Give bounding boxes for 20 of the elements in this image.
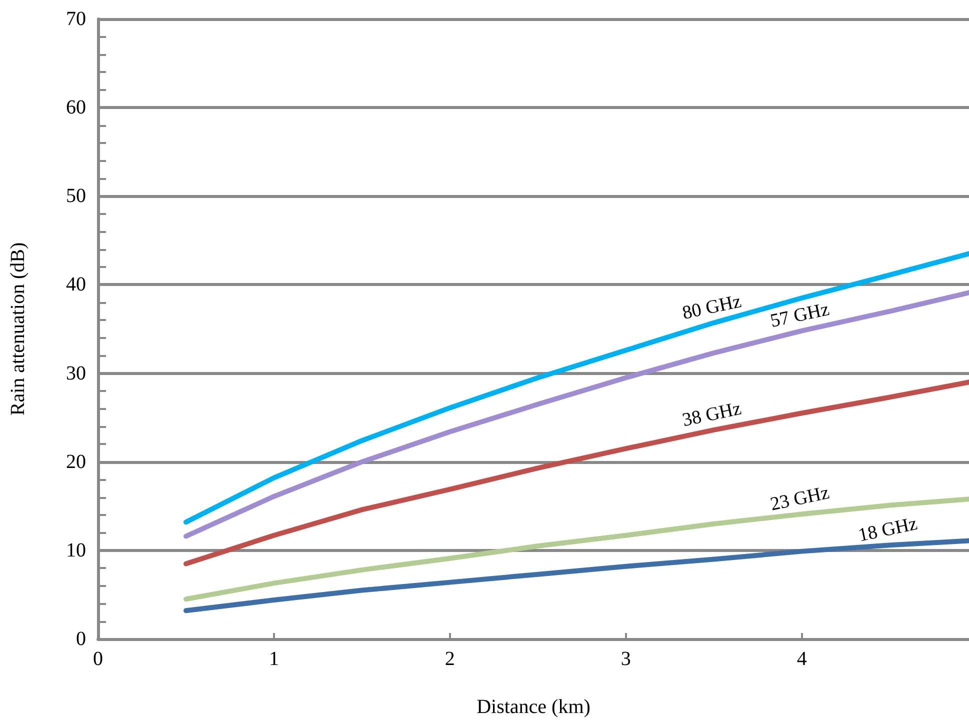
x-tick-label: 2 bbox=[444, 648, 455, 670]
y-tick-label: 60 bbox=[66, 96, 86, 119]
y-tick-label: 70 bbox=[66, 8, 86, 30]
x-axis-title: Distance (km) bbox=[476, 696, 590, 718]
x-tick-label: 4 bbox=[796, 648, 807, 670]
y-tick-label: 30 bbox=[66, 362, 86, 384]
x-tick-label: 1 bbox=[268, 648, 279, 670]
x-tick-label: 0 bbox=[93, 648, 103, 670]
y-tick-label: 40 bbox=[66, 274, 86, 296]
text: 18 GHz bbox=[856, 513, 920, 546]
y-tick-label: 50 bbox=[66, 185, 86, 208]
x-tick-label: 3 bbox=[620, 648, 631, 670]
y-tick-label: 0 bbox=[76, 628, 86, 650]
y-tick-label: 10 bbox=[66, 539, 86, 562]
text: 80 GHz bbox=[680, 291, 744, 324]
text: 57 GHz bbox=[768, 299, 832, 332]
y-tick-label: 20 bbox=[66, 450, 86, 473]
text: 23 GHz bbox=[768, 482, 832, 516]
text: 38 GHz bbox=[680, 398, 744, 432]
y-axis-title: Rain attenuation (dB) bbox=[7, 242, 29, 416]
